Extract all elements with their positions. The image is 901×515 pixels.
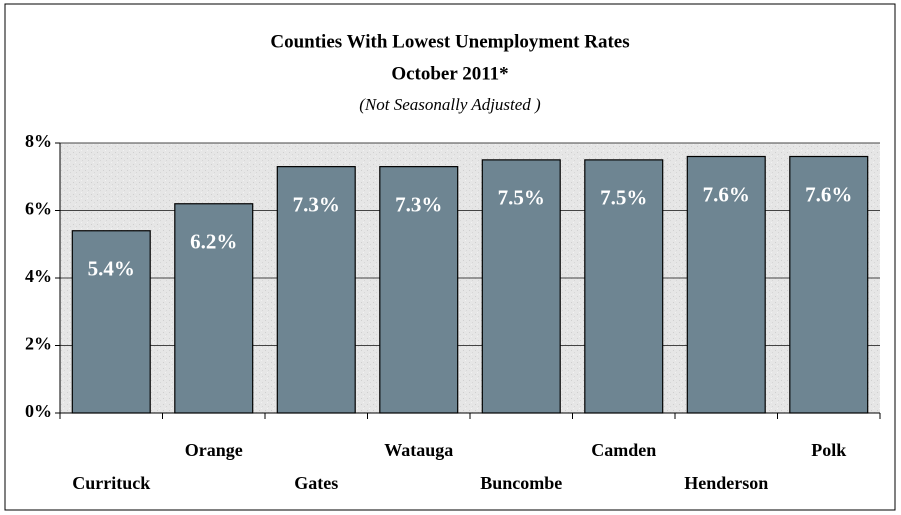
y-tick-label: 4% [25, 266, 52, 286]
bar [71, 230, 151, 414]
x-tick-label: Gates [294, 473, 338, 493]
x-tick-label: Orange [185, 440, 243, 460]
chart-subtitle: October 2011* [391, 63, 508, 84]
value-label: 7.6% [805, 182, 852, 206]
bar [481, 159, 561, 414]
y-tick-label: 8% [25, 131, 52, 151]
value-label: 5.4% [88, 257, 135, 281]
x-tick-label: Henderson [684, 473, 768, 493]
value-label: 7.5% [600, 186, 647, 210]
bar [276, 166, 356, 414]
value-label: 6.2% [190, 230, 237, 254]
value-label: 7.3% [293, 192, 340, 216]
bar [789, 155, 869, 414]
y-tick-label: 2% [25, 334, 52, 354]
bar [174, 203, 254, 414]
value-label: 7.6% [703, 182, 750, 206]
y-tick-label: 0% [25, 401, 52, 421]
chart-note: (Not Seasonally Adjusted ) [359, 95, 541, 114]
bar [686, 155, 766, 414]
x-tick-label: Polk [811, 440, 846, 460]
chart-title: Counties With Lowest Unemployment Rates [270, 31, 629, 52]
value-label: 7.3% [395, 192, 442, 216]
x-tick-label: Watauga [384, 440, 453, 460]
bar [379, 166, 459, 414]
bar [584, 159, 664, 414]
x-tick-label: Currituck [72, 473, 150, 493]
x-tick-label: Buncombe [480, 473, 562, 493]
y-tick-label: 6% [25, 199, 52, 219]
value-label: 7.5% [498, 186, 545, 210]
x-tick-label: Camden [591, 440, 656, 460]
